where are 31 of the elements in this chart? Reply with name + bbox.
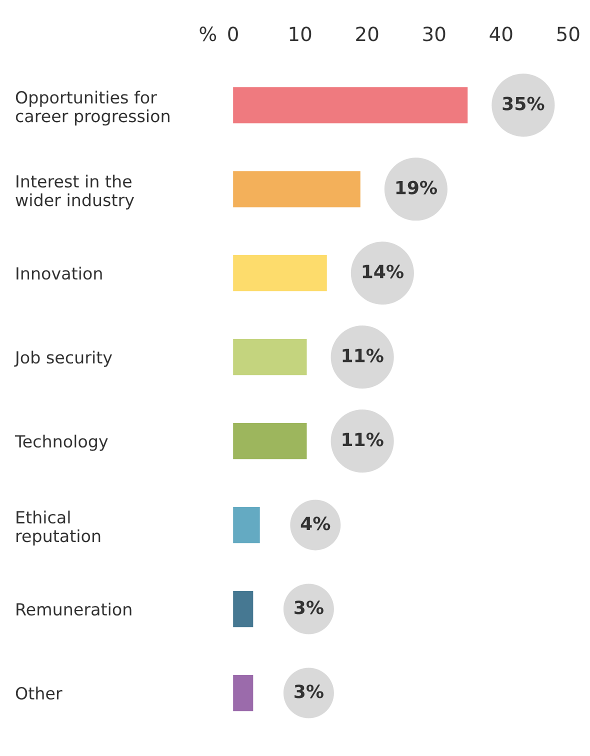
bar	[233, 87, 468, 124]
bar	[233, 171, 360, 208]
y-tick-label: Technology	[14, 434, 108, 451]
bar	[233, 423, 307, 460]
bar	[233, 674, 254, 712]
x-tick-label: 20	[356, 26, 378, 42]
y-tick-label: Innovation	[16, 266, 102, 280]
y-tick-label: Job security	[14, 350, 112, 367]
data-label: 35%	[502, 96, 544, 110]
y-tick-label: Other	[16, 686, 62, 700]
data-label: 11%	[342, 348, 384, 362]
x-tick-label: 10	[290, 26, 312, 42]
data-label: 4%	[300, 516, 330, 530]
data-label: 3%	[294, 600, 324, 614]
y-tick-label: Remuneration	[16, 602, 132, 616]
y-tick-label: Opportunities for career progression	[16, 90, 170, 126]
bar	[233, 255, 327, 292]
x-axis-title: %	[200, 26, 216, 42]
bar	[233, 339, 307, 376]
data-label: 19%	[396, 180, 437, 194]
data-label: 3%	[294, 684, 324, 698]
x-tick-label: 0	[228, 26, 238, 42]
x-tick-label: 40	[490, 26, 512, 42]
y-tick-label: Interest in the wider industry	[16, 174, 134, 210]
x-tick-label: 30	[423, 26, 446, 42]
x-tick-label: 50	[557, 26, 580, 42]
data-label: 14%	[362, 264, 404, 278]
bar	[233, 507, 260, 544]
data-label: 11%	[342, 432, 384, 446]
bar	[233, 590, 254, 628]
y-tick-label: Ethical reputation	[16, 510, 100, 546]
